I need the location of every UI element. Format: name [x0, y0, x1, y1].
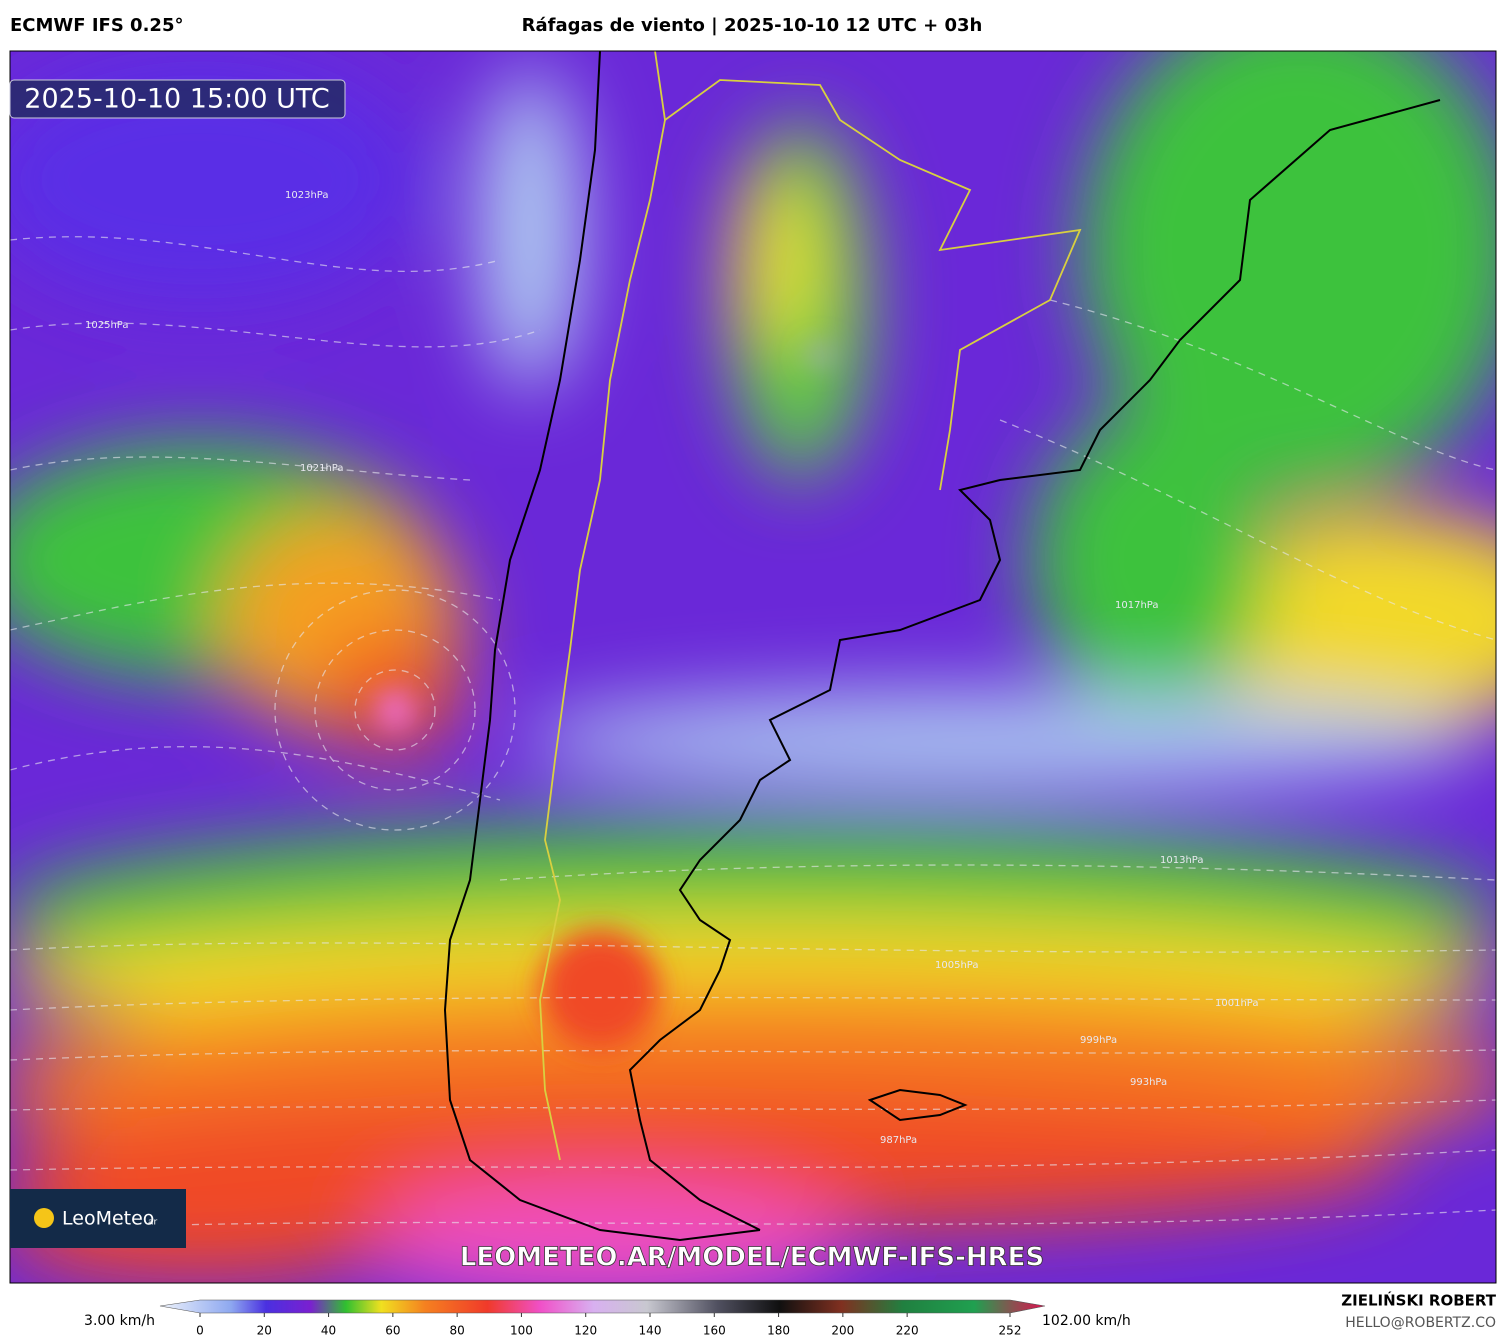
colorbar-tick-label: 80: [450, 1324, 465, 1338]
valid-time: 2025-10-10 15:00 UTC: [24, 84, 329, 115]
colorbar-tick-label: 160: [703, 1324, 726, 1338]
isobar-labels: 1023hPa 1025hPa 1021hPa 1017hPa 1013hPa 1005h…: [85, 190, 1259, 1146]
colorbar-ticks: 0 20 40 60 80 100 120 140 160 180 200 220 252: [196, 1313, 1021, 1338]
author: ZIELIŃSKI ROBERT: [1341, 1291, 1496, 1310]
logo-name: LeoMeteo: [62, 1208, 154, 1230]
map-title: Ráfagas de viento | 2025-10-10 12 UTC + …: [522, 15, 983, 36]
map-frame: [9, 50, 1497, 1284]
watermark: LEOMETEO.AR/MODEL/ECMWF-IFS-HRES: [460, 1243, 1044, 1273]
valid-time-box: [9, 79, 346, 119]
isobar-label: 993hPa: [1130, 1077, 1167, 1088]
isobar-label: 1001hPa: [1215, 998, 1259, 1009]
colorbar-min: 3.00 km/h: [84, 1313, 155, 1329]
isobar-label: 1017hPa: [1115, 600, 1159, 611]
isobar-label: 1013hPa: [1160, 855, 1204, 866]
model-label: ECMWF IFS 0.25°: [10, 15, 183, 36]
colorbar-tick-label: 120: [574, 1324, 597, 1338]
colorbar-tick-label: 100: [510, 1324, 533, 1338]
isobar-label: 987hPa: [880, 1135, 917, 1146]
isobar-label: 1021hPa: [300, 463, 344, 474]
colorbar-tick-label: 40: [321, 1324, 336, 1338]
colorbar-tick-label: 252: [999, 1324, 1022, 1338]
coastline: [443, 51, 1441, 1242]
colorbar-tick-label: 180: [767, 1324, 790, 1338]
colorbar-tick-label: 60: [385, 1324, 400, 1338]
colorbar-tick-label: 0: [196, 1324, 204, 1338]
colorbar: [159, 1299, 1046, 1314]
wind-field: [10, 51, 1496, 1283]
colorbar-tick-label: 220: [896, 1324, 919, 1338]
colorbar-tick-label: 20: [257, 1324, 272, 1338]
email: HELLO@ROBERTZ.CO: [1345, 1315, 1496, 1331]
colorbar-max: 102.00 km/h: [1042, 1313, 1131, 1329]
isobar-label: 1005hPa: [935, 960, 979, 971]
isobar-label: 999hPa: [1080, 1035, 1117, 1046]
colorbar-tick-label: 200: [831, 1324, 854, 1338]
isobar-label: 1023hPa: [285, 190, 329, 201]
logo-suffix: ar: [148, 1218, 158, 1228]
isobar-label: 1025hPa: [85, 320, 129, 331]
colorbar-tick-label: 140: [639, 1324, 662, 1338]
isobars: [10, 236, 1496, 1231]
logo-sun: [34, 1208, 54, 1228]
borders: [539, 51, 1082, 1161]
